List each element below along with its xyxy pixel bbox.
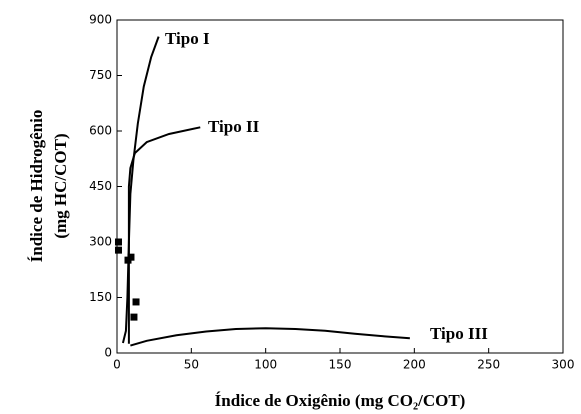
- point: [114, 238, 122, 246]
- x-tick-label: 250: [477, 358, 500, 372]
- curve: [130, 327, 410, 347]
- y-tick-label: 600: [89, 124, 112, 138]
- x-tick-label: 200: [403, 358, 426, 372]
- y-axis-label: Índice de Hidrogênio (mg HC/COT): [27, 110, 70, 263]
- y-axis-label-line: (mg HC/COT): [51, 133, 70, 238]
- y-tick-label: 900: [89, 13, 112, 27]
- x-tick-label: 50: [184, 358, 199, 372]
- y-tick-label: 300: [89, 235, 112, 249]
- point: [114, 246, 122, 254]
- x-axis-label: Índice de Oxigênio (mg CO₂/COT): [215, 391, 466, 410]
- plot-frame: [116, 19, 564, 354]
- y-tick-label: 750: [89, 68, 112, 82]
- x-tick-label: 100: [254, 358, 277, 372]
- x-tick-label: 300: [552, 358, 575, 372]
- curve: [121, 36, 160, 344]
- y-tick-label: 150: [89, 290, 112, 304]
- y-tick-label: 450: [89, 179, 112, 193]
- x-tick-label: 0: [113, 358, 121, 372]
- x-tick-label: 150: [329, 358, 352, 372]
- curve-label: Tipo I: [165, 29, 210, 48]
- curve-label: Tipo III: [430, 324, 488, 343]
- point: [130, 313, 138, 321]
- y-axis-label-line: Índice de Hidrogênio: [27, 110, 46, 263]
- y-tick-label: 0: [104, 346, 112, 360]
- curve: [127, 126, 201, 344]
- curve-label: Tipo II: [208, 117, 260, 136]
- point: [127, 253, 135, 261]
- point: [132, 298, 140, 306]
